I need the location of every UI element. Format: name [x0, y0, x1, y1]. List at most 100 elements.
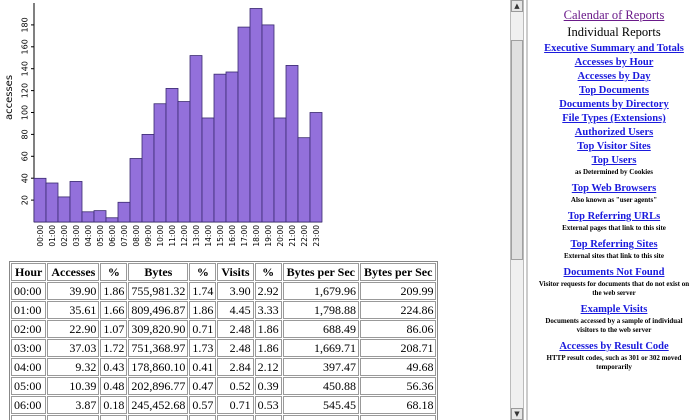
bar-2200	[297, 137, 311, 223]
bar-0100	[45, 182, 59, 223]
table-cell: 06:00	[11, 396, 47, 414]
table-cell: 10.39	[47, 377, 100, 395]
table-cell: 01:00	[11, 301, 47, 319]
bar-1400	[201, 117, 215, 223]
bar-1300	[189, 55, 203, 223]
table-row: 04:00 9.32 0.43 178,860.10 0.41 2.84 2.12 397.4…	[11, 358, 437, 376]
table-cell: 1.74	[189, 282, 217, 300]
report-link-list: Executive Summary and Totals Accesses by …	[528, 43, 700, 372]
table-cell: 2.84	[217, 358, 254, 376]
nav-link-description: as Determined by Cookies	[575, 168, 653, 176]
x-tick-label: 03:00	[72, 225, 81, 247]
bar-1900	[261, 24, 275, 223]
table-cell: 224.86	[360, 301, 437, 319]
table-cell: 1.72	[100, 339, 128, 357]
table-cell: 1.86	[254, 320, 282, 338]
x-tick-label: 17:00	[240, 225, 249, 247]
bar-1600	[225, 71, 239, 223]
table-cell: 309,820.90	[128, 320, 189, 338]
nav-link-description: External sites that link to this site	[564, 252, 664, 260]
y-tick-label: 20	[21, 195, 30, 205]
nav-link-top-referring-sites[interactable]: Top Referring Sites	[570, 239, 658, 250]
bar-2300	[309, 112, 323, 223]
table-cell: 0.18	[100, 396, 128, 414]
bar-1500	[213, 73, 227, 223]
scroll-up-arrow-icon[interactable]: ▲	[511, 0, 523, 12]
table-cell: 03:00	[11, 339, 47, 357]
column-header: %	[254, 263, 282, 281]
nav-link-description: Also known as "user agents"	[570, 196, 658, 204]
y-tick-label: 100	[21, 105, 30, 120]
table-cell: 3.90	[217, 282, 254, 300]
table-cell: 68.18	[360, 396, 437, 414]
table-row: 07:0018.000.84981,078.032.261.260.942,18…	[11, 415, 437, 420]
nav-link-authorized-users[interactable]: Authorized Users	[574, 127, 654, 138]
table-cell: 3.33	[254, 301, 282, 319]
vertical-scrollbar[interactable]: ▲ ▼	[510, 0, 524, 420]
x-tick-label: 04:00	[84, 225, 93, 247]
nav-link-top-referring-urls[interactable]: Top Referring URLs	[567, 211, 661, 222]
table-cell: 397.47	[282, 358, 359, 376]
nav-link-example-visits[interactable]: Example Visits	[580, 304, 648, 315]
nav-link-file-types-extensions[interactable]: File Types (Extensions)	[562, 113, 666, 124]
table-row: 02:00 22.90 1.07 309,820.90 0.71 2.48 1.86 688.…	[11, 320, 437, 338]
table-row: 01:00 35.61 1.66 809,496.87 1.86 4.45 3.33 1,79…	[11, 301, 437, 319]
table-cell: 450.88	[282, 377, 359, 395]
table-cell: 22.90	[47, 320, 100, 338]
table-cell: 1.26	[217, 415, 254, 420]
calendar-of-reports-link[interactable]: Calendar of Reports	[563, 8, 665, 22]
table-cell: 56.36	[360, 377, 437, 395]
bar-2000	[273, 117, 287, 223]
table-cell: 49.68	[360, 358, 437, 376]
column-header: %	[189, 263, 217, 281]
x-tick-label: 19:00	[264, 225, 273, 247]
table-cell: 2.12	[254, 358, 282, 376]
nav-link-top-web-browsers[interactable]: Top Web Browsers	[571, 183, 657, 194]
bar-0700	[117, 201, 131, 223]
nav-link-documents-by-directory[interactable]: Documents by Directory	[559, 99, 669, 110]
nav-link-top-visitor-sites[interactable]: Top Visitor Sites	[577, 141, 651, 152]
table-cell: 0.84	[100, 415, 128, 420]
nav-link-accesses-by-hour[interactable]: Accesses by Hour	[574, 57, 654, 68]
y-tick-label: 140	[21, 61, 30, 76]
scrollbar-thumb[interactable]	[511, 40, 523, 260]
scroll-down-arrow-icon[interactable]: ▼	[511, 408, 523, 420]
table-cell: 2.26	[189, 415, 217, 420]
bar-1000	[153, 103, 167, 223]
y-tick-label: 80	[21, 129, 30, 139]
x-tick-label: 07:00	[120, 225, 129, 247]
table-cell: 1.86	[254, 339, 282, 357]
table-cell: 4.45	[217, 301, 254, 319]
bar-1700	[237, 26, 251, 223]
bar-0000	[33, 177, 47, 223]
table-cell: 2.92	[254, 282, 282, 300]
table-cell: 208.71	[360, 339, 437, 357]
y-tick-label: 120	[21, 83, 30, 98]
table-row: 03:00 37.03 1.72 751,368.97 1.73 2.48 1.86 1,66…	[11, 339, 437, 357]
table-cell: 2.48	[217, 320, 254, 338]
x-tick-label: 16:00	[228, 225, 237, 247]
bar-0300	[69, 181, 83, 223]
x-tick-label: 00:00	[36, 225, 45, 247]
nav-link-accesses-by-result-code[interactable]: Accesses by Result Code	[559, 341, 669, 352]
table-cell: 1,679.96	[282, 282, 359, 300]
nav-link-executive-summary-and-totals[interactable]: Executive Summary and Totals	[544, 43, 684, 54]
bar-0900	[141, 133, 155, 223]
nav-link-top-users[interactable]: Top Users	[591, 155, 637, 166]
table-cell: 202,896.77	[128, 377, 189, 395]
bar-0800	[129, 158, 143, 223]
nav-link-top-documents[interactable]: Top Documents	[579, 85, 649, 96]
column-header: %	[100, 263, 128, 281]
x-tick-label: 23:00	[312, 225, 321, 247]
table-cell: 1.86	[100, 282, 128, 300]
table-cell: 2.48	[217, 339, 254, 357]
table-cell: 245,452.68	[128, 396, 189, 414]
table-cell: 751,368.97	[128, 339, 189, 357]
nav-link-documents-not-found[interactable]: Documents Not Found	[563, 267, 665, 278]
bar-0500	[93, 210, 107, 223]
table-cell: 0.48	[100, 377, 128, 395]
table-row: 06:00 3.87 0.18 245,452.68 0.57 0.71 0.53 545.4…	[11, 396, 437, 414]
table-cell: 0.94	[254, 415, 282, 420]
nav-link-description: Visitor requests for documents that do n…	[538, 280, 690, 297]
nav-link-accesses-by-day[interactable]: Accesses by Day	[577, 71, 651, 82]
